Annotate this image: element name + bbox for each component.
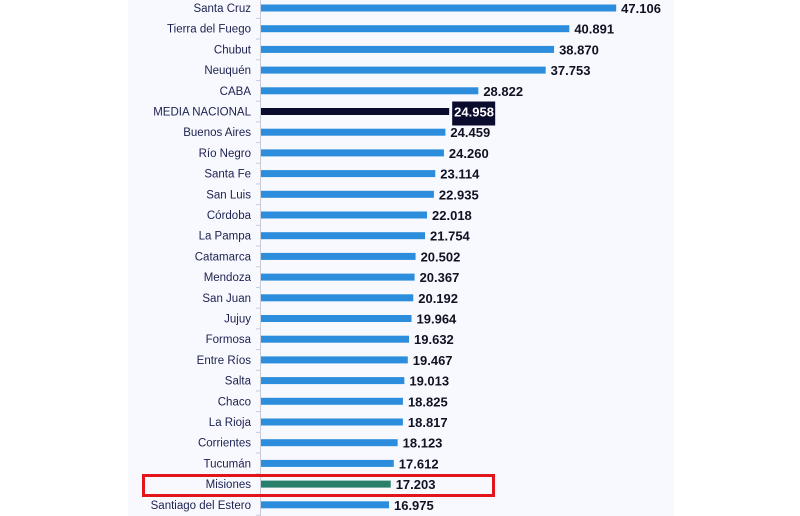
- value-label: 19.632: [414, 332, 454, 347]
- bar: [261, 128, 446, 136]
- value-label: 17.612: [399, 456, 439, 471]
- category-label: Formosa: [206, 334, 252, 346]
- bar: [261, 149, 444, 157]
- category-label: Chaco: [218, 396, 251, 408]
- value-label: 16.975: [394, 498, 434, 513]
- bar: [261, 170, 436, 178]
- value-label: 20.192: [418, 291, 458, 306]
- category-axis: [260, 0, 261, 516]
- bar: [261, 273, 415, 281]
- category-label: Jujuy: [224, 314, 251, 326]
- category-label: CABA: [220, 86, 252, 98]
- category-label: MEDIA NACIONAL: [153, 107, 251, 119]
- value-label: 22.018: [432, 208, 472, 223]
- value-label: 19.467: [413, 353, 453, 368]
- bar: [261, 377, 405, 385]
- value-label: 20.367: [420, 270, 460, 285]
- category-label: Río Negro: [199, 148, 251, 160]
- left-blank-panel: [0, 13, 128, 516]
- category-label: Chubut: [214, 44, 252, 56]
- category-label: Corrientes: [198, 438, 251, 450]
- category-label: Mendoza: [204, 272, 252, 284]
- category-label: Tucumán: [203, 458, 251, 470]
- category-label: Santa Cruz: [193, 3, 251, 15]
- bar-average: [261, 108, 450, 115]
- category-label: Tierra del Fuego: [167, 24, 251, 36]
- value-label: 47.106: [621, 1, 661, 16]
- value-label: 19.013: [409, 374, 449, 389]
- value-label: 24.958: [454, 105, 494, 120]
- value-label: 40.891: [574, 22, 614, 37]
- category-label: Santa Fe: [204, 169, 251, 181]
- category-label: Salta: [225, 376, 252, 388]
- bar-highlight: [261, 480, 391, 488]
- value-label: 24.260: [449, 146, 489, 161]
- bar: [261, 356, 408, 364]
- category-label: La Rioja: [209, 417, 252, 429]
- value-label: 18.825: [408, 394, 448, 409]
- value-label: 22.935: [439, 187, 479, 202]
- bar: [261, 418, 403, 426]
- category-label: Buenos Aires: [183, 127, 251, 139]
- category-label: Catamarca: [195, 251, 252, 263]
- category-label: Córdoba: [207, 210, 252, 222]
- bar: [261, 232, 426, 240]
- average-value-box: [452, 101, 496, 126]
- value-label: 17.203: [396, 477, 436, 492]
- misiones-highlight-box: [142, 474, 495, 497]
- value-label: 28.822: [483, 84, 523, 99]
- value-label: 20.502: [421, 249, 461, 264]
- bar: [261, 45, 555, 53]
- bar: [261, 25, 570, 33]
- bar: [261, 252, 416, 260]
- bar: [261, 294, 414, 302]
- bar: [261, 190, 434, 198]
- value-label: 37.753: [551, 63, 591, 78]
- category-label: Entre Ríos: [197, 355, 252, 367]
- value-label: 18.123: [403, 436, 443, 451]
- category-label: Misiones: [206, 479, 252, 491]
- category-label: Neuquén: [204, 65, 251, 77]
- category-label: San Luis: [206, 189, 251, 201]
- bar: [261, 315, 412, 322]
- bar: [261, 66, 546, 74]
- bar: [261, 397, 403, 405]
- value-label: 21.754: [430, 229, 471, 244]
- category-label: San Juan: [202, 293, 251, 305]
- bar: [261, 4, 617, 12]
- value-label: 23.114: [440, 167, 480, 182]
- bar: [261, 439, 398, 447]
- bar: [261, 335, 410, 343]
- bar: [261, 87, 479, 95]
- value-label: 19.964: [417, 312, 458, 327]
- category-label: Santiago del Estero: [151, 500, 251, 512]
- value-label: 24.459: [450, 125, 490, 140]
- value-label: 38.870: [559, 42, 599, 57]
- bar: [261, 459, 394, 467]
- value-label: 18.817: [408, 415, 448, 430]
- bar: [261, 501, 389, 509]
- bar: [261, 211, 428, 219]
- category-label: La Pampa: [199, 231, 252, 243]
